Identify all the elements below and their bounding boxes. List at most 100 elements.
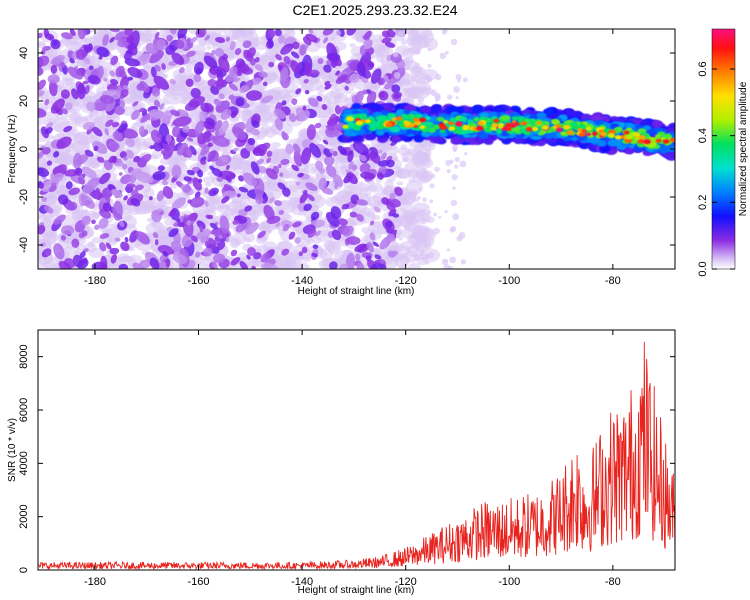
noise-blob — [111, 121, 120, 128]
signal-blob — [385, 122, 393, 128]
noise-blob — [457, 79, 461, 83]
noise-blob — [303, 203, 312, 212]
noise-blob — [230, 249, 238, 257]
noise-blob — [274, 108, 286, 120]
noise-blob — [435, 98, 439, 102]
noise-blob — [359, 162, 371, 174]
noise-blob — [391, 84, 401, 94]
noise-blob — [329, 88, 344, 100]
colorbar: 0.0 0.2 0.4 0.6 Normalized spectral amplitu… — [697, 28, 749, 277]
noise-blob — [216, 68, 224, 82]
signal-blob — [454, 128, 463, 134]
noise-blob — [220, 108, 232, 121]
noise-blob — [356, 213, 364, 222]
noise-blob — [274, 118, 283, 131]
noise-blob — [207, 198, 221, 206]
colorbar-tick-label: 0.6 — [697, 61, 709, 76]
signal-blob — [491, 123, 498, 128]
noise-blob — [69, 58, 75, 64]
signal-blob — [560, 131, 567, 136]
noise-blob — [419, 77, 426, 83]
noise-blob — [120, 174, 132, 185]
noise-blob — [305, 89, 310, 95]
noise-blob — [321, 187, 334, 195]
signal-blob — [467, 119, 474, 124]
noise-blob — [195, 251, 201, 258]
top-x-axis-label: Height of straight line (km) — [298, 286, 415, 297]
noise-blob — [404, 156, 409, 162]
noise-blob — [206, 45, 212, 50]
noise-blob — [422, 162, 426, 166]
noise-blob — [208, 187, 219, 197]
noise-blob — [427, 48, 432, 52]
signal-blob — [634, 137, 640, 141]
noise-blob — [230, 207, 241, 218]
signal-blob — [403, 114, 412, 120]
noise-blob — [83, 44, 92, 53]
noise-blob — [190, 87, 201, 99]
signal-blob — [585, 126, 592, 131]
noise-blob — [307, 194, 315, 202]
noise-blob — [48, 80, 58, 97]
noise-blob — [135, 231, 150, 245]
noise-blob — [110, 254, 117, 264]
noise-blob — [451, 174, 458, 181]
noise-blob — [200, 159, 207, 166]
noise-blob — [335, 70, 341, 76]
noise-blob — [162, 251, 168, 257]
noise-blob — [156, 38, 167, 51]
noise-blob — [377, 160, 390, 167]
noise-blob — [371, 215, 381, 221]
noise-blob — [236, 215, 243, 222]
noise-blob — [377, 45, 393, 57]
noise-blob — [390, 141, 398, 146]
signal-blob — [342, 109, 352, 116]
signal-blob — [638, 135, 646, 140]
noise-blob — [53, 243, 65, 260]
noise-blob — [250, 161, 260, 175]
noise-blob — [324, 80, 331, 86]
noise-blob — [151, 210, 162, 223]
noise-blob — [140, 114, 150, 123]
noise-blob — [337, 218, 348, 226]
colorbar-ticks: 0.0 0.2 0.4 0.6 — [697, 61, 735, 277]
noise-blob — [47, 74, 61, 84]
noise-blob — [394, 186, 403, 197]
noise-blob — [446, 168, 451, 174]
noise-blob — [77, 83, 86, 100]
signal-blob — [669, 137, 675, 143]
y-tick-label: 2000 — [18, 504, 30, 528]
noise-blob — [50, 172, 64, 184]
signal-blob — [495, 129, 503, 135]
noise-blob — [339, 263, 349, 269]
signal-blob — [536, 112, 547, 120]
noise-blob — [169, 183, 178, 190]
noise-blob — [377, 149, 383, 155]
noise-blob — [342, 225, 354, 237]
noise-blob — [125, 138, 135, 148]
noise-blob — [438, 215, 442, 219]
noise-blob — [434, 92, 441, 100]
noise-blob — [189, 196, 205, 208]
noise-blob — [282, 223, 290, 232]
signal-blob — [447, 121, 454, 126]
noise-blob — [325, 124, 335, 132]
noise-blob — [138, 153, 152, 165]
noise-blob — [194, 120, 205, 136]
noise-blob — [50, 64, 58, 74]
noise-blob — [185, 78, 194, 87]
noise-blob — [429, 199, 434, 204]
signal-blob — [597, 140, 607, 147]
noise-blob — [332, 100, 339, 106]
noise-blob — [75, 48, 86, 60]
noise-blob — [188, 96, 206, 108]
noise-blob — [373, 206, 381, 213]
noise-blob — [112, 200, 123, 221]
noise-blob — [123, 156, 128, 161]
noise-blob — [202, 130, 211, 140]
noise-blob — [399, 236, 403, 241]
noise-blob — [88, 247, 104, 258]
noise-blob — [346, 236, 361, 246]
noise-blob — [298, 211, 306, 216]
noise-blob — [445, 159, 452, 167]
